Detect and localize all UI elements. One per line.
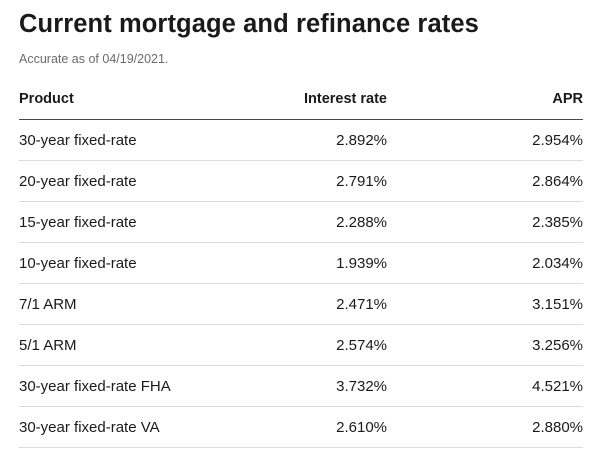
interest-rate-cell: 2.892% xyxy=(249,119,387,161)
table-row: 15-year fixed-rate 2.288% 2.385% xyxy=(19,201,583,243)
table-row: 30-year fixed-rate VA 2.610% 2.880% xyxy=(19,406,583,448)
product-cell: 30-year fixed-rate VA xyxy=(19,406,249,448)
accuracy-date-note: Accurate as of 04/19/2021. xyxy=(19,52,169,66)
product-cell: 5/1 ARM xyxy=(19,324,249,366)
product-cell: 10-year fixed-rate xyxy=(19,242,249,284)
apr-cell: 2.954% xyxy=(387,119,583,161)
product-cell: 30-year fixed-rate FHA xyxy=(19,365,249,407)
interest-rate-cell: 2.791% xyxy=(249,160,387,202)
interest-rate-cell: 2.610% xyxy=(249,406,387,448)
interest-rate-cell: 2.574% xyxy=(249,324,387,366)
apr-cell: 2.880% xyxy=(387,406,583,448)
header-apr: APR xyxy=(387,78,583,120)
product-cell: 15-year fixed-rate xyxy=(19,201,249,243)
table-row: 7/1 ARM 2.471% 3.151% xyxy=(19,283,583,325)
interest-rate-cell: 3.732% xyxy=(249,365,387,407)
interest-rate-cell: 2.288% xyxy=(249,201,387,243)
product-cell: 20-year fixed-rate xyxy=(19,160,249,202)
apr-cell: 3.256% xyxy=(387,324,583,366)
header-interest-rate: Interest rate xyxy=(249,78,387,120)
rates-table-body: 30-year fixed-rate 2.892% 2.954% 20-year… xyxy=(19,119,583,448)
apr-cell: 2.034% xyxy=(387,242,583,284)
apr-cell: 3.151% xyxy=(387,283,583,325)
table-row: 20-year fixed-rate 2.791% 2.864% xyxy=(19,160,583,202)
rates-table-header: Product Interest rate APR xyxy=(19,78,583,120)
header-product: Product xyxy=(19,78,249,120)
interest-rate-cell: 1.939% xyxy=(249,242,387,284)
table-row: 30-year fixed-rate FHA 3.732% 4.521% xyxy=(19,365,583,407)
product-cell: 30-year fixed-rate xyxy=(19,119,249,161)
apr-cell: 2.864% xyxy=(387,160,583,202)
rates-table: Product Interest rate APR 30-year fixed-… xyxy=(19,78,583,448)
table-row: 10-year fixed-rate 1.939% 2.034% xyxy=(19,242,583,284)
header-row: Product Interest rate APR xyxy=(19,78,583,120)
apr-cell: 2.385% xyxy=(387,201,583,243)
table-row: 5/1 ARM 2.574% 3.256% xyxy=(19,324,583,366)
page-title: Current mortgage and refinance rates xyxy=(19,10,479,38)
apr-cell: 4.521% xyxy=(387,365,583,407)
table-row: 30-year fixed-rate 2.892% 2.954% xyxy=(19,119,583,161)
product-cell: 7/1 ARM xyxy=(19,283,249,325)
interest-rate-cell: 2.471% xyxy=(249,283,387,325)
